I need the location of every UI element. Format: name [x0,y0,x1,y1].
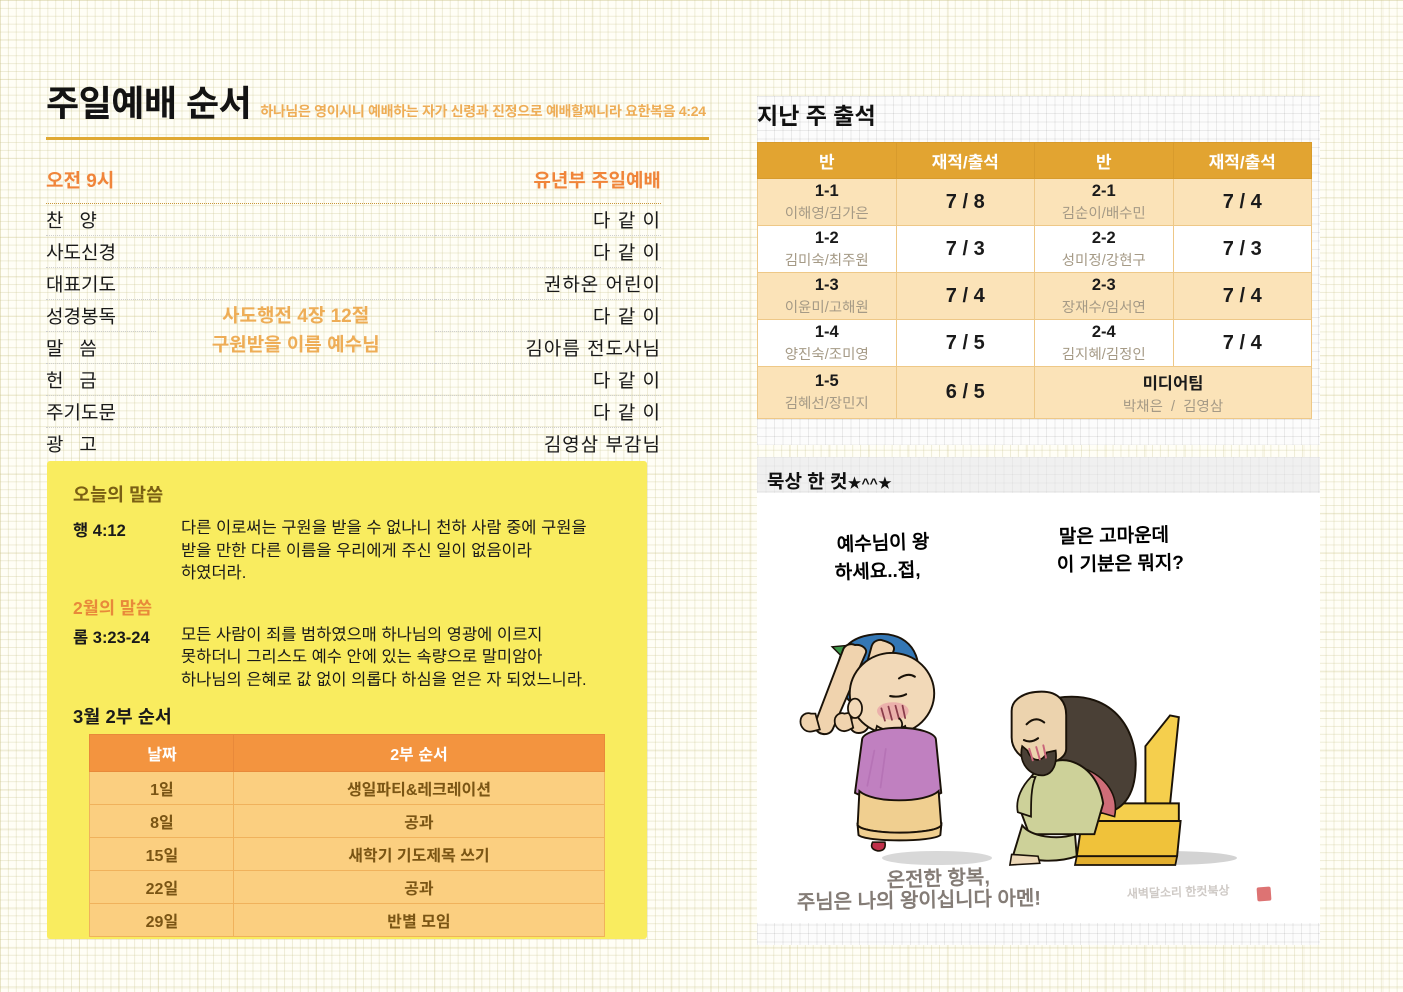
svg-text:이 기분은 뭐지?: 이 기분은 뭐지? [1057,552,1184,576]
svg-text:예수님이 왕: 예수님이 왕 [836,531,930,556]
svg-text:새벽달소리 한컷북상: 새벽달소리 한컷북상 [1127,882,1230,901]
svg-text:말은 고마운데: 말은 고마운데 [1059,524,1170,548]
svg-text:하세요..접,: 하세요..접, [834,559,920,584]
svg-text:주님은 나의 왕이십니다 아멘!: 주님은 나의 왕이십니다 아멘! [797,887,1042,914]
